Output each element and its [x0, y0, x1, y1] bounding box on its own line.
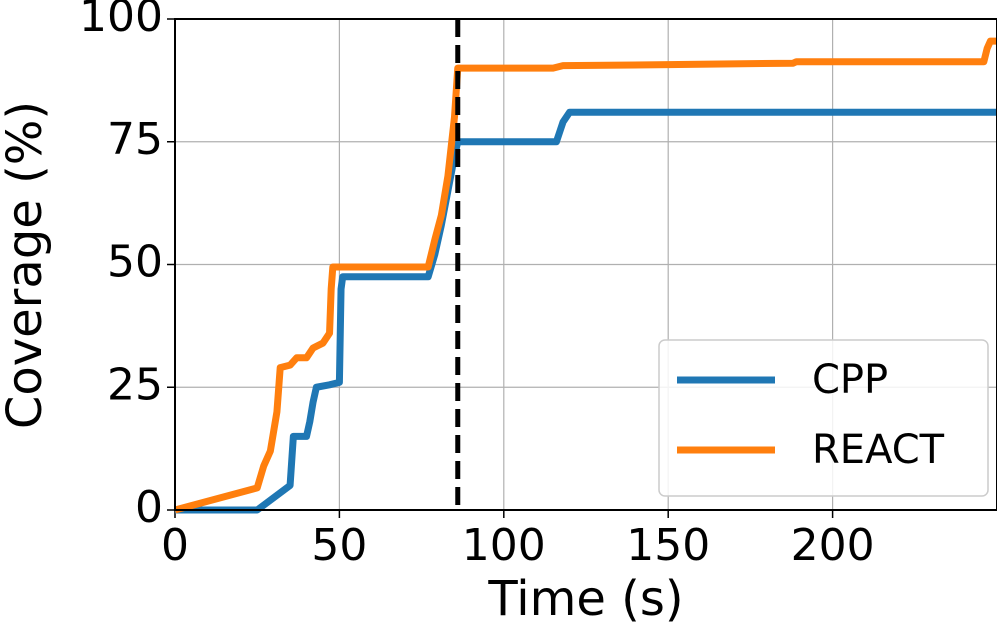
- y-tick-label: 100: [79, 0, 163, 42]
- legend-label: REACT: [812, 427, 945, 473]
- y-tick-label: 50: [107, 237, 163, 288]
- y-axis-label: Coverage (%): [0, 101, 53, 429]
- line: [174, 37, 997, 514]
- line: [175, 108, 997, 514]
- x-tick-label: 150: [626, 520, 710, 571]
- x-tick-label: 100: [462, 520, 546, 571]
- legend-label: CPP: [812, 357, 888, 403]
- plot-frame: [174, 18, 997, 511]
- y-tick-label: 75: [107, 114, 163, 165]
- x-tick-label: 50: [311, 520, 367, 571]
- x-tick-label: 0: [161, 520, 189, 571]
- y-tick-label: 0: [135, 482, 163, 533]
- x-axis-label: Time (s): [487, 571, 683, 627]
- y-tick-label: 25: [107, 359, 163, 410]
- x-tick-label: 200: [791, 520, 875, 571]
